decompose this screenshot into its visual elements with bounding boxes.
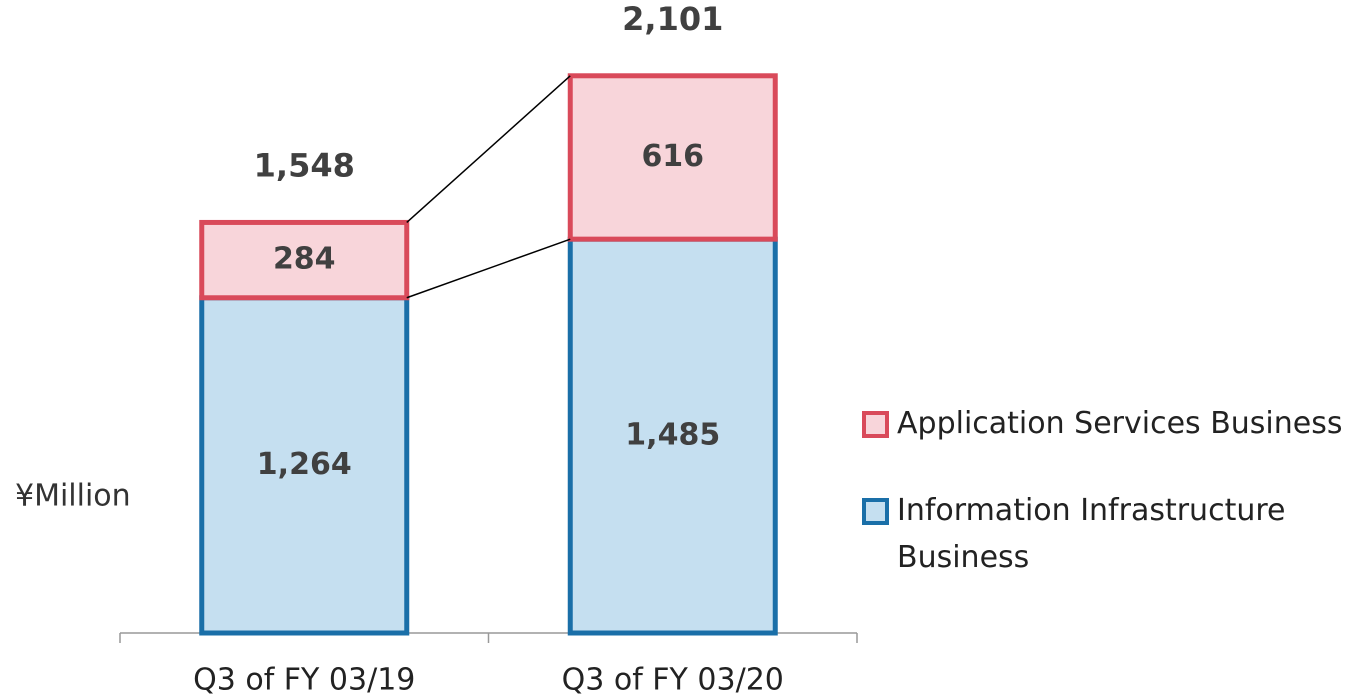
x-tick-label: Q3 of FY 03/20 (562, 663, 784, 697)
total-label: 2,101 (622, 0, 723, 38)
legend-label: Information Infrastructure Business (897, 493, 1286, 575)
y-axis-label: ¥Million (15, 479, 131, 514)
legend-item: Application Services Business (862, 400, 1357, 447)
connector-line (406, 238, 571, 299)
value-label: 616 (641, 139, 704, 174)
connector-line (406, 75, 571, 224)
bar-segment (199, 295, 410, 636)
legend-item: Information Infrastructure Business (862, 487, 1357, 581)
total-label: 1,548 (254, 146, 355, 184)
value-label: 284 (273, 242, 336, 277)
value-label: 1,485 (625, 418, 720, 453)
bar-segment (199, 219, 410, 301)
value-label: 1,264 (257, 447, 352, 482)
legend-swatch (862, 411, 889, 438)
bar-segment (567, 73, 778, 242)
legend-label: Application Services Business (897, 406, 1343, 441)
x-tick-label: Q3 of FY 03/19 (193, 663, 415, 697)
legend-swatch (862, 498, 889, 525)
